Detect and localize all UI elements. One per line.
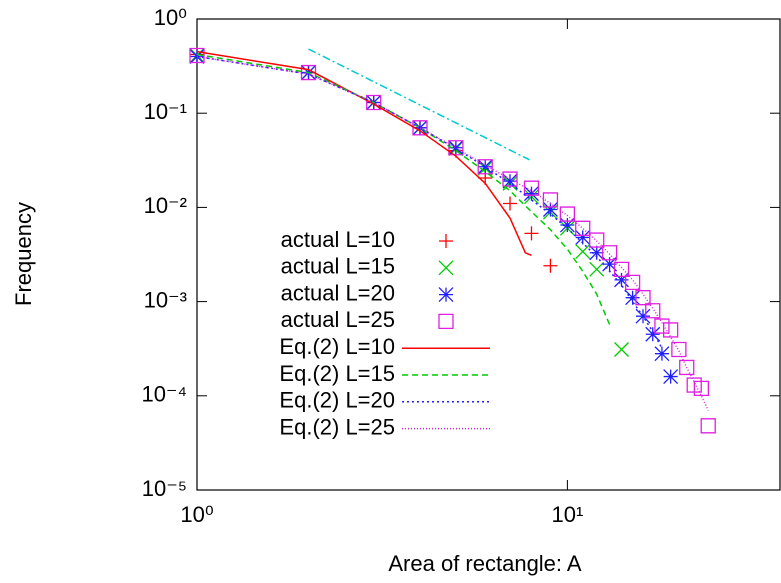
data-point	[477, 159, 493, 175]
series-line	[196, 55, 709, 411]
series-line	[308, 48, 530, 161]
legend-label: actual L=20	[281, 280, 395, 305]
data-point	[625, 290, 641, 306]
data-point	[524, 226, 539, 241]
data-point	[189, 47, 205, 64]
data-point	[503, 196, 518, 211]
x-axis-label: Area of rectangle: A	[388, 551, 582, 576]
series-line	[196, 55, 663, 349]
data-point	[589, 245, 605, 261]
data-point	[477, 159, 493, 175]
data-point	[542, 202, 558, 217]
data-point	[700, 418, 716, 434]
data-point	[624, 274, 641, 291]
legend-label: Eq.(2) L=25	[279, 414, 395, 439]
data-point	[602, 256, 618, 272]
data-point	[524, 186, 539, 202]
legend-label: Eq.(2) L=20	[279, 388, 395, 413]
data-point	[502, 171, 518, 187]
data-point	[559, 217, 575, 233]
y-axis-label: Frequency	[11, 202, 36, 306]
data-point	[543, 258, 558, 273]
data-point	[654, 346, 670, 362]
legend-label: actual L=10	[281, 227, 395, 252]
data-point	[613, 261, 630, 277]
data-point	[575, 244, 591, 259]
data-point	[542, 192, 559, 208]
data-point	[412, 120, 428, 136]
data-point	[614, 342, 629, 357]
legend-swatch	[438, 287, 454, 303]
x-tick-label: 10⁰	[180, 502, 213, 527]
legend-swatch	[438, 260, 454, 276]
data-point	[686, 377, 702, 393]
data-point	[448, 140, 464, 156]
data-point	[502, 173, 518, 189]
y-tick-label: 10⁻¹	[144, 99, 187, 124]
legend-swatch	[438, 313, 454, 330]
data-point	[614, 272, 629, 288]
y-tick-label: 10⁰	[154, 5, 187, 30]
data-point	[575, 229, 591, 245]
series-line	[196, 50, 532, 257]
data-point	[635, 290, 651, 306]
legend-label: actual L=15	[281, 254, 395, 279]
data-point	[300, 64, 317, 81]
plot-frame	[196, 18, 781, 491]
data-point	[693, 380, 710, 396]
data-point	[366, 94, 382, 111]
data-point	[448, 140, 464, 156]
legend-label: Eq.(2) L=10	[279, 334, 395, 359]
y-tick-label: 10⁻³	[144, 287, 187, 312]
data-point	[601, 245, 618, 261]
data-point	[671, 341, 687, 358]
legend-swatch	[439, 234, 453, 248]
data-point	[589, 261, 605, 277]
data-point	[645, 326, 661, 342]
x-tick-label: 10¹	[551, 502, 583, 527]
series-line	[196, 53, 611, 325]
y-tick-label: 10⁻²	[144, 193, 187, 218]
legend-label: Eq.(2) L=15	[279, 361, 395, 386]
y-tick-label: 10⁻⁵	[142, 476, 187, 501]
data-point	[662, 322, 679, 338]
data-point	[523, 180, 540, 196]
legend-label: actual L=25	[281, 307, 395, 332]
y-tick-label: 10⁻⁴	[141, 382, 187, 407]
data-point	[679, 359, 695, 376]
data-point	[663, 369, 679, 385]
